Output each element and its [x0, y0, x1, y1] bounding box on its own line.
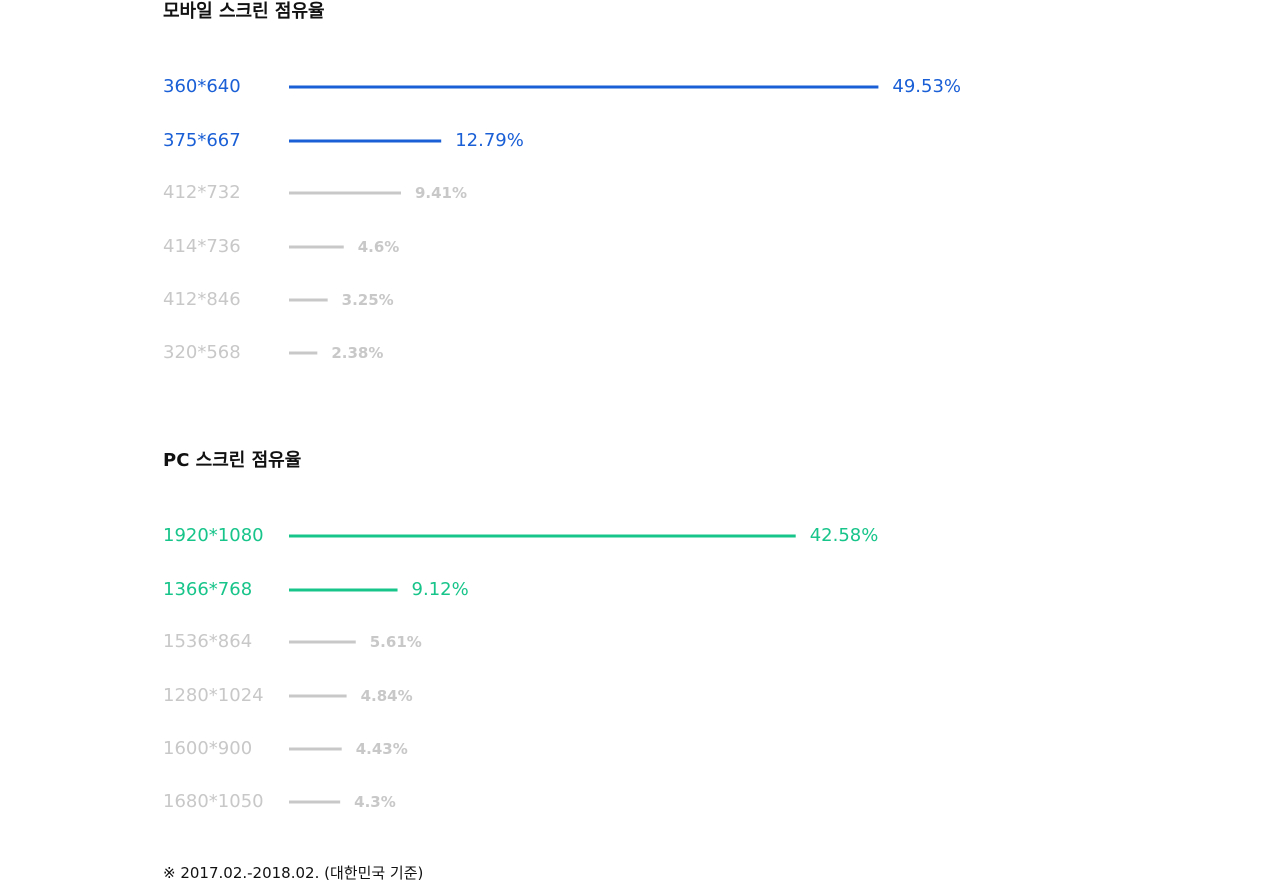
pc-category-label: 1920*1080	[163, 525, 264, 546]
mobile-category-label: 320*568	[163, 342, 241, 363]
pc-category-label: 1366*768	[163, 579, 253, 600]
pc-value-label: 4.3%	[354, 793, 396, 811]
mobile-category-label: 375*667	[163, 130, 241, 151]
pc-value-label: 5.61%	[369, 633, 422, 651]
pc-section-title: PC 스크린 점유율	[163, 450, 302, 471]
mobile-value-label: 3.25%	[341, 291, 394, 309]
pc-category-label: 1536*864	[163, 631, 253, 652]
mobile-category-label: 414*736	[163, 236, 241, 257]
pc-value-label: 9.12%	[411, 579, 469, 600]
pc-category-label: 1280*1024	[163, 685, 264, 706]
pc-category-label: 1600*900	[163, 738, 253, 759]
mobile-value-label: 4.6%	[357, 238, 400, 256]
pc-value-label: 4.43%	[355, 740, 408, 758]
pc-value-label: 42.58%	[809, 525, 879, 546]
mobile-category-label: 412*846	[163, 289, 241, 310]
mobile-section-title: 모바일 스크린 점유율	[163, 1, 325, 22]
footnote: ※ 2017.02.-2018.02. (대한민국 기준)	[163, 864, 424, 882]
mobile-value-label: 12.79%	[455, 130, 524, 151]
pc-value-label: 4.84%	[360, 687, 413, 705]
mobile-value-label: 49.53%	[892, 76, 962, 97]
mobile-category-label: 360*640	[163, 76, 241, 97]
pc-category-label: 1680*1050	[163, 791, 264, 812]
mobile-value-label: 2.38%	[331, 344, 384, 362]
mobile-category-label: 412*732	[163, 182, 241, 203]
mobile-value-label: 9.41%	[414, 184, 468, 202]
